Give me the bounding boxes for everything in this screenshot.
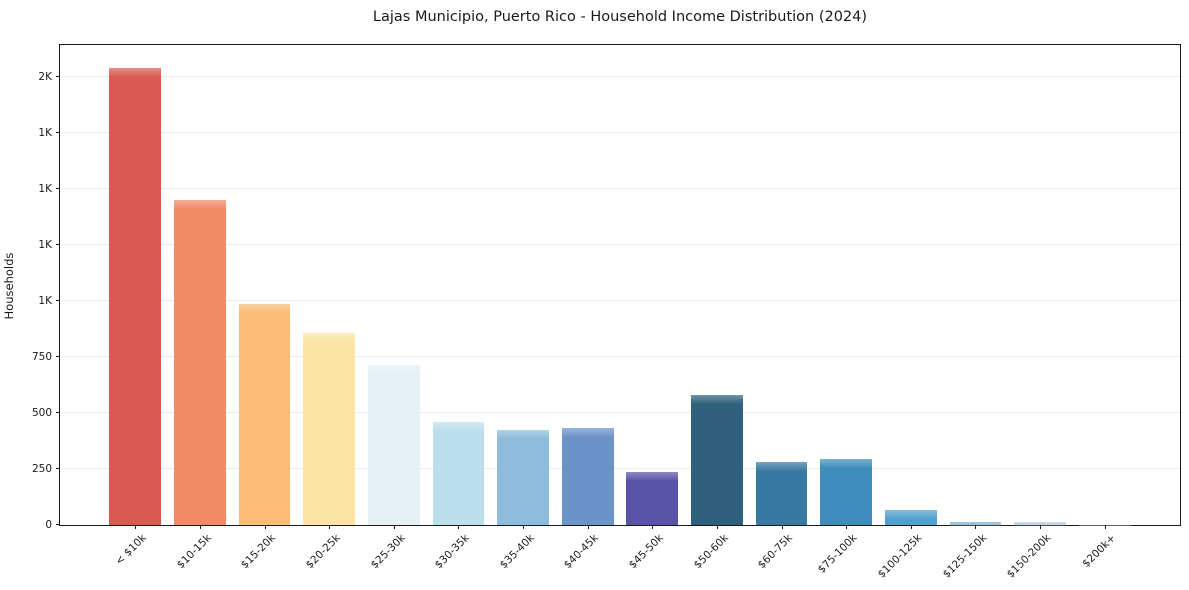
bar-3: [238, 304, 291, 525]
x-tick-label: < $10k: [113, 532, 149, 568]
bar-12: [820, 458, 873, 525]
x-tick-label: $100-125k: [875, 532, 925, 581]
y-tick-label: 500: [31, 406, 52, 419]
x-tick-mark: [587, 525, 589, 529]
x-tick-mark: [975, 525, 977, 529]
y-tick-mark: [56, 131, 60, 133]
x-tick-mark: [264, 525, 266, 529]
gridline: [60, 355, 1180, 357]
bar-slot: $30-35k: [426, 45, 491, 571]
bar-6: [432, 421, 485, 525]
plot-area: 0 250 500 750 1K 1K 1K 1K 2K < $10k $10-15k $15-20…: [32, 44, 1181, 581]
y-tick-label: 250: [31, 462, 52, 475]
x-tick-mark: [523, 525, 525, 529]
gridline: [60, 411, 1180, 413]
bar-slot: $200k+: [1072, 45, 1137, 570]
x-tick-label: $75-100k: [815, 532, 860, 576]
y-tick-label: 1K: [38, 294, 52, 307]
x-tick-label: $200k+: [1080, 532, 1119, 570]
x-tick-label: $50-60k: [691, 532, 731, 572]
x-tick-label: $40-45k: [562, 532, 602, 572]
x-tick-mark: [199, 525, 201, 529]
gridline: [60, 243, 1180, 245]
bar-13: [884, 510, 937, 525]
bar-8: [561, 427, 614, 525]
x-tick-label: $20-25k: [303, 532, 343, 572]
bar-14: [949, 521, 1002, 532]
y-axis-title: Households: [2, 252, 16, 320]
x-tick-label: $10-15k: [174, 532, 214, 572]
x-tick-mark: [846, 525, 848, 529]
x-tick-mark: [716, 525, 718, 529]
bar-slot: $25-30k: [362, 45, 427, 571]
gridline: [60, 131, 1180, 133]
bar-10: [691, 395, 743, 525]
x-tick-mark: [781, 525, 783, 529]
bar-slot: $75-100k: [814, 45, 879, 576]
x-tick-mark: [1040, 525, 1042, 529]
bar-slot: < $10k: [103, 45, 168, 568]
y-tick-mark: [56, 467, 60, 469]
bar-11: [755, 462, 808, 525]
gridline: [60, 187, 1180, 189]
y-tick-mark: [56, 355, 60, 357]
gridline: [60, 75, 1180, 77]
x-tick-label: $35-40k: [497, 532, 537, 572]
x-tick-label: $60-75k: [755, 532, 796, 572]
x-tick-mark: [910, 525, 912, 529]
bar-slot: $50-60k: [685, 45, 750, 571]
bar-15: [1014, 522, 1066, 531]
bar-9: [626, 472, 679, 525]
gridline: [60, 467, 1180, 469]
bar-slot: $35-40k: [491, 45, 556, 571]
x-tick-label: $25-30k: [368, 532, 408, 572]
gridline: [60, 299, 1180, 301]
bar-2: [174, 200, 226, 525]
chart-title: Lajas Municipio, Puerto Rico - Household…: [372, 9, 868, 25]
y-tick-mark: [56, 524, 60, 525]
y-tick-label: 750: [31, 350, 52, 363]
y-tick-mark: [56, 411, 60, 413]
x-tick-mark: [458, 525, 460, 529]
bar-slot: $45-50k: [620, 45, 685, 571]
x-tick-mark: [652, 525, 654, 529]
x-tick-label: $125-150k: [940, 532, 989, 581]
y-tick-mark: [56, 299, 60, 301]
bar-4: [303, 333, 356, 525]
y-tick-label: 2K: [38, 70, 52, 83]
y-tick-mark: [56, 75, 60, 77]
x-tick-mark: [1104, 525, 1106, 529]
bar-5: [367, 364, 420, 525]
bar-slot: $125-150k: [940, 45, 1008, 581]
x-tick-mark: [135, 525, 137, 529]
bar-slot: $15-20k: [232, 45, 297, 571]
bars-layer: < $10k $10-15k $15-20k $20-25k $25-30k $30-35…: [60, 45, 1180, 581]
y-tick-label: 1K: [38, 126, 52, 139]
bar-slot: $60-75k: [749, 45, 814, 571]
bar-slot: $40-45k: [555, 45, 620, 571]
y-tick-label: 0: [45, 519, 52, 531]
bar-slot: $100-125k: [876, 45, 944, 581]
bar-slot: $10-15k: [168, 45, 233, 571]
y-tick-mark: [56, 187, 60, 189]
y-tick-label: 1K: [38, 238, 52, 251]
y-tick-label: 1K: [38, 182, 52, 195]
x-tick-label: $45-50k: [626, 532, 666, 572]
x-tick-mark: [393, 525, 395, 529]
x-tick-label: $15-20k: [238, 532, 279, 572]
x-tick-mark: [329, 525, 331, 529]
bar-1: [109, 67, 162, 525]
y-tick-mark: [56, 243, 60, 245]
x-tick-label: $150-200k: [1005, 532, 1054, 581]
bar-slot: $20-25k: [297, 45, 362, 571]
bar-slot: $150-200k: [1005, 45, 1073, 581]
bar-7: [497, 429, 549, 525]
x-tick-label: $30-35k: [432, 532, 472, 572]
